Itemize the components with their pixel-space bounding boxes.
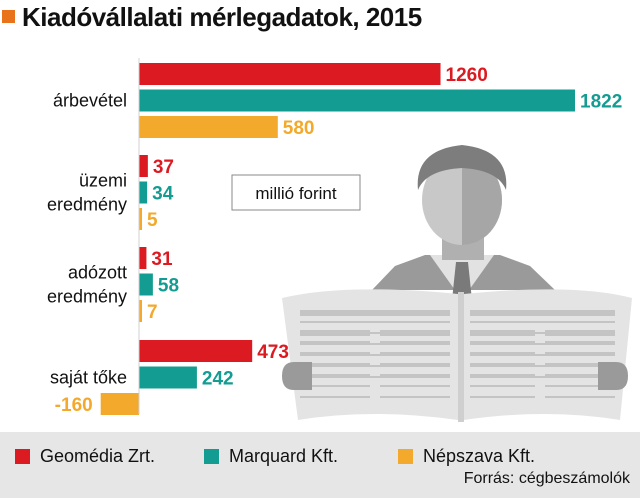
reader-face-shadow: [462, 155, 502, 245]
legend-footer: Geomédia Zrt. Marquard Kft. Népszava Kft…: [0, 432, 640, 498]
bar-geomedia: [139, 63, 441, 85]
reader-tie: [452, 262, 472, 300]
newspaper-line: [470, 374, 535, 376]
newspaper-line: [545, 352, 615, 354]
chart-title: Kiadóvállalati mérlegadatok, 2015: [22, 2, 422, 32]
legend-swatch-marquard: [204, 448, 219, 464]
newspaper-line: [470, 376, 615, 378]
newspaper-line: [380, 385, 450, 387]
bar-nepszava: [139, 208, 142, 230]
value-label-geomedia: 473: [257, 342, 289, 363]
value-label-nepszava: 7: [147, 302, 158, 323]
title-accent-square: [2, 10, 15, 23]
newspaper-line: [470, 321, 615, 323]
value-label-marquard: 58: [158, 276, 179, 297]
newspaper-line: [545, 330, 615, 336]
newspaper-fold: [458, 292, 464, 422]
value-label-nepszava: 580: [283, 118, 315, 139]
bars: [100, 63, 575, 415]
newspaper-line: [300, 352, 370, 354]
value-label-geomedia: 31: [151, 249, 173, 270]
category-labels: árbevétel üzemi eredmény adózott eredmény saj…: [47, 91, 127, 388]
newspaper-line: [470, 332, 615, 334]
newspaper-line: [300, 330, 370, 336]
value-label-marquard: 242: [202, 369, 234, 390]
newspaper-line: [470, 352, 535, 354]
bar-marquard: [139, 181, 148, 204]
bar-geomedia: [139, 247, 147, 269]
legend-item-geomedia: Geomédia Zrt.: [15, 446, 155, 466]
newspaper-line: [470, 343, 615, 345]
bar-marquard: [139, 273, 153, 296]
newspaper-line: [380, 341, 450, 343]
newspaper-line: [380, 363, 450, 365]
newspaper-line: [470, 385, 535, 387]
newspaper-line: [470, 365, 615, 367]
value-labels: 1260 1822 580 37 34 5 31 587 473 242 -160: [55, 65, 623, 416]
unit-box: millió forint: [231, 174, 361, 211]
newspaper-line: [545, 374, 615, 376]
unit-label: millió forint: [255, 184, 337, 203]
value-label-nepszava: -160: [55, 395, 93, 416]
newspaper-line: [545, 363, 615, 365]
newspaper-line: [380, 330, 450, 336]
newspaper-line: [545, 385, 615, 387]
legend-swatch-nepszava: [398, 448, 413, 464]
newspaper-line: [470, 396, 535, 398]
newspaper-line: [300, 332, 450, 334]
bar-geomedia: [139, 340, 253, 362]
newspaper-line: [300, 385, 370, 387]
newspaper-line: [380, 396, 450, 398]
newspaper-line: [300, 321, 450, 323]
newspaper-line: [300, 396, 370, 398]
newspaper-line: [545, 341, 615, 343]
legend-item-nepszava: Népszava Kft.: [398, 446, 535, 466]
legend-label-marquard: Marquard Kft.: [229, 445, 339, 466]
newspaper-line: [470, 341, 535, 343]
reader-hair: [417, 145, 507, 190]
bar-marquard: [139, 89, 575, 112]
legend-item-marquard: Marquard Kft.: [204, 446, 338, 466]
newspaper-line: [300, 365, 450, 367]
bar-nepszava: [100, 393, 139, 415]
newspaper-line: [300, 341, 370, 343]
value-label-nepszava: 5: [147, 210, 158, 231]
newspaper-reader-illustration: [282, 145, 632, 422]
newspaper-text-lines: [300, 310, 615, 398]
reader-right-hand: [598, 362, 628, 390]
newspaper-line: [300, 310, 450, 316]
bar-chart: millió forint árbevétel üzemi eredmény adóz…: [47, 58, 632, 422]
bar-geomedia: [139, 155, 148, 177]
newspaper-line: [545, 396, 615, 398]
legend-swatch-geomedia: [15, 448, 30, 464]
value-label-geomedia: 37: [153, 157, 174, 178]
value-label-geomedia: 1260: [446, 65, 488, 86]
newspaper-line: [300, 354, 450, 356]
newspaper-line: [470, 363, 535, 365]
legend-label-geomedia: Geomédia Zrt.: [40, 445, 156, 466]
newspaper-line: [470, 330, 535, 336]
category-label: üzemi eredmény: [47, 171, 127, 215]
category-label: saját tőke: [50, 368, 127, 388]
bar-marquard: [139, 366, 197, 389]
newspaper-line: [300, 343, 450, 345]
legend-label-nepszava: Népszava Kft.: [423, 445, 536, 466]
source-note: Forrás: cégbeszámolók: [463, 470, 630, 487]
newspaper-line: [380, 352, 450, 354]
reader-left-hand: [282, 362, 312, 390]
newspaper-line: [300, 363, 370, 365]
bar-nepszava: [139, 300, 142, 322]
value-label-marquard: 34: [152, 184, 174, 205]
bar-nepszava: [139, 116, 278, 138]
newspaper-line: [380, 374, 450, 376]
newspaper-line: [300, 376, 450, 378]
category-label: adózott eredmény: [47, 263, 127, 307]
category-label: árbevétel: [53, 91, 127, 111]
newspaper-line: [300, 374, 370, 376]
value-label-marquard: 1822: [580, 92, 622, 113]
newspaper-line: [470, 310, 615, 316]
newspaper-line: [470, 354, 615, 356]
